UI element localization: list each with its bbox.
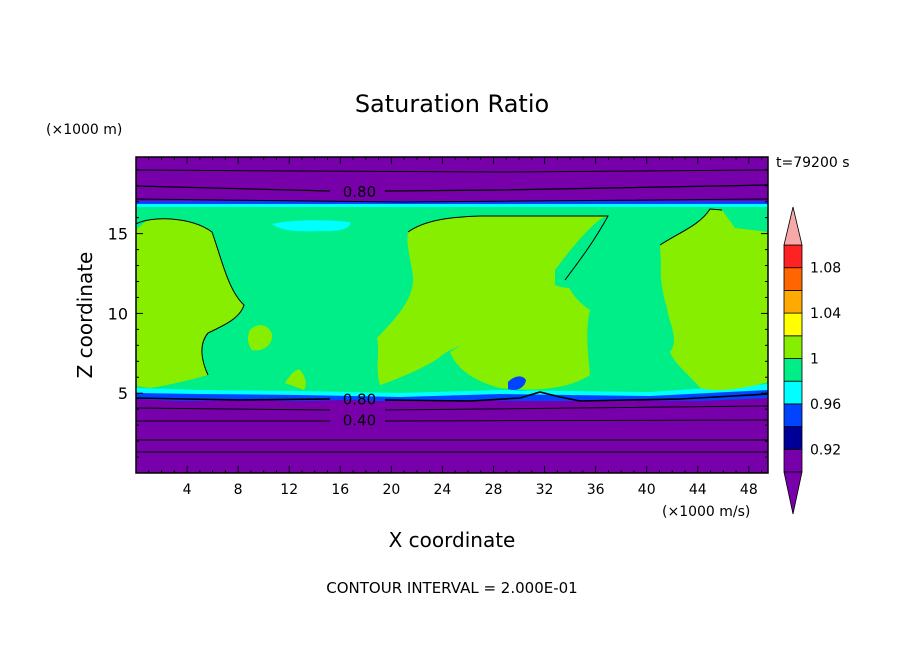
colorbar-tick-label: 1.08: [810, 261, 841, 277]
x-tick-label: 16: [331, 482, 349, 498]
colorbar-tick-label: 1.04: [810, 306, 841, 322]
contour-line: [659, 208, 723, 246]
region-cyan-bottom-edge: [136, 384, 768, 397]
colorbar-segment: [783, 403, 803, 427]
region-yellowgreen-islet-1: [247, 325, 273, 351]
contour-labels: 0.80 0.80 0.40: [343, 183, 376, 429]
colorbar-segment: [783, 448, 803, 473]
plot-frame: [135, 156, 769, 474]
contour-line: [136, 391, 768, 402]
y-tick-label: 5: [118, 384, 128, 403]
contour-line: [136, 419, 768, 422]
region-blue-spot: [508, 376, 526, 390]
colorbar-under-arrow: [783, 471, 803, 515]
contour-line: [136, 198, 768, 203]
x-tick-label: 36: [587, 482, 605, 498]
chart-title: Saturation Ratio: [355, 90, 549, 118]
colorbar-tick-label: 0.96: [810, 397, 841, 413]
contour-lines: [136, 169, 768, 453]
region-cyan-patch: [272, 220, 351, 232]
colorbar-segment: [783, 426, 803, 450]
x-tick-label: 12: [280, 482, 298, 498]
contour-line: [136, 405, 768, 411]
colorbar-tick-label: 0.92: [810, 442, 841, 458]
contour-interval-label: CONTOUR INTERVAL = 2.000E-01: [326, 579, 577, 597]
x-unit-label: (×1000 m/s): [662, 504, 750, 520]
region-yellowgreen-right: [660, 209, 768, 390]
region-purple-bottom: [136, 401, 768, 473]
region-purple-top: [136, 157, 768, 201]
colorbar-segment: [783, 289, 803, 314]
x-tick-label: 44: [689, 482, 707, 498]
x-tick-label: 48: [740, 482, 758, 498]
y-axis-label: Z coordinate: [73, 252, 97, 379]
colorbar-segment: [783, 267, 803, 291]
colorbar-segment: [783, 244, 803, 269]
y-axis: 5 10 15: [108, 169, 768, 458]
contour-line: [136, 184, 768, 192]
y-tick-label: 10: [108, 304, 128, 323]
region-yellowgreen-left: [136, 218, 244, 388]
x-axis: 4 8 12 16 20 24 28 32 36 40 44 48: [148, 157, 763, 498]
colorbar-segment: [783, 335, 803, 359]
colorbar-segment: [783, 358, 803, 382]
contour-line: [407, 215, 609, 281]
colorbar-tick-label: 1: [810, 352, 819, 368]
region-green-pocket: [555, 217, 620, 288]
contour-field: [136, 157, 768, 473]
colorbar: 0.92 0.96 1 1.04 1.08: [783, 206, 841, 515]
x-tick-label: 8: [234, 482, 243, 498]
colorbar-over-arrow: [783, 206, 803, 246]
contour-line: [136, 218, 245, 376]
contour-label: 0.80: [343, 391, 376, 409]
x-axis-label: X coordinate: [389, 528, 516, 552]
contour-label: 0.80: [343, 183, 376, 201]
contour-label: 0.40: [343, 411, 376, 429]
x-tick-label: 40: [638, 482, 656, 498]
y-tick-label: 15: [108, 225, 128, 244]
x-tick-label: 28: [485, 482, 503, 498]
region-yellowgreen-islet-2: [285, 369, 306, 390]
contour-line: [136, 169, 768, 173]
colorbar-segment: [783, 380, 803, 405]
y-unit-label: (×1000 m): [46, 122, 122, 138]
x-tick-label: 4: [183, 482, 192, 498]
time-label: t=79200 s: [776, 155, 850, 171]
x-tick-label: 20: [382, 482, 400, 498]
region-cyan-top-edge: [136, 204, 768, 207]
x-tick-label: 24: [434, 482, 452, 498]
colorbar-segment: [783, 312, 803, 337]
x-tick-label: 32: [536, 482, 554, 498]
region-yellowgreen-center: [377, 216, 608, 390]
